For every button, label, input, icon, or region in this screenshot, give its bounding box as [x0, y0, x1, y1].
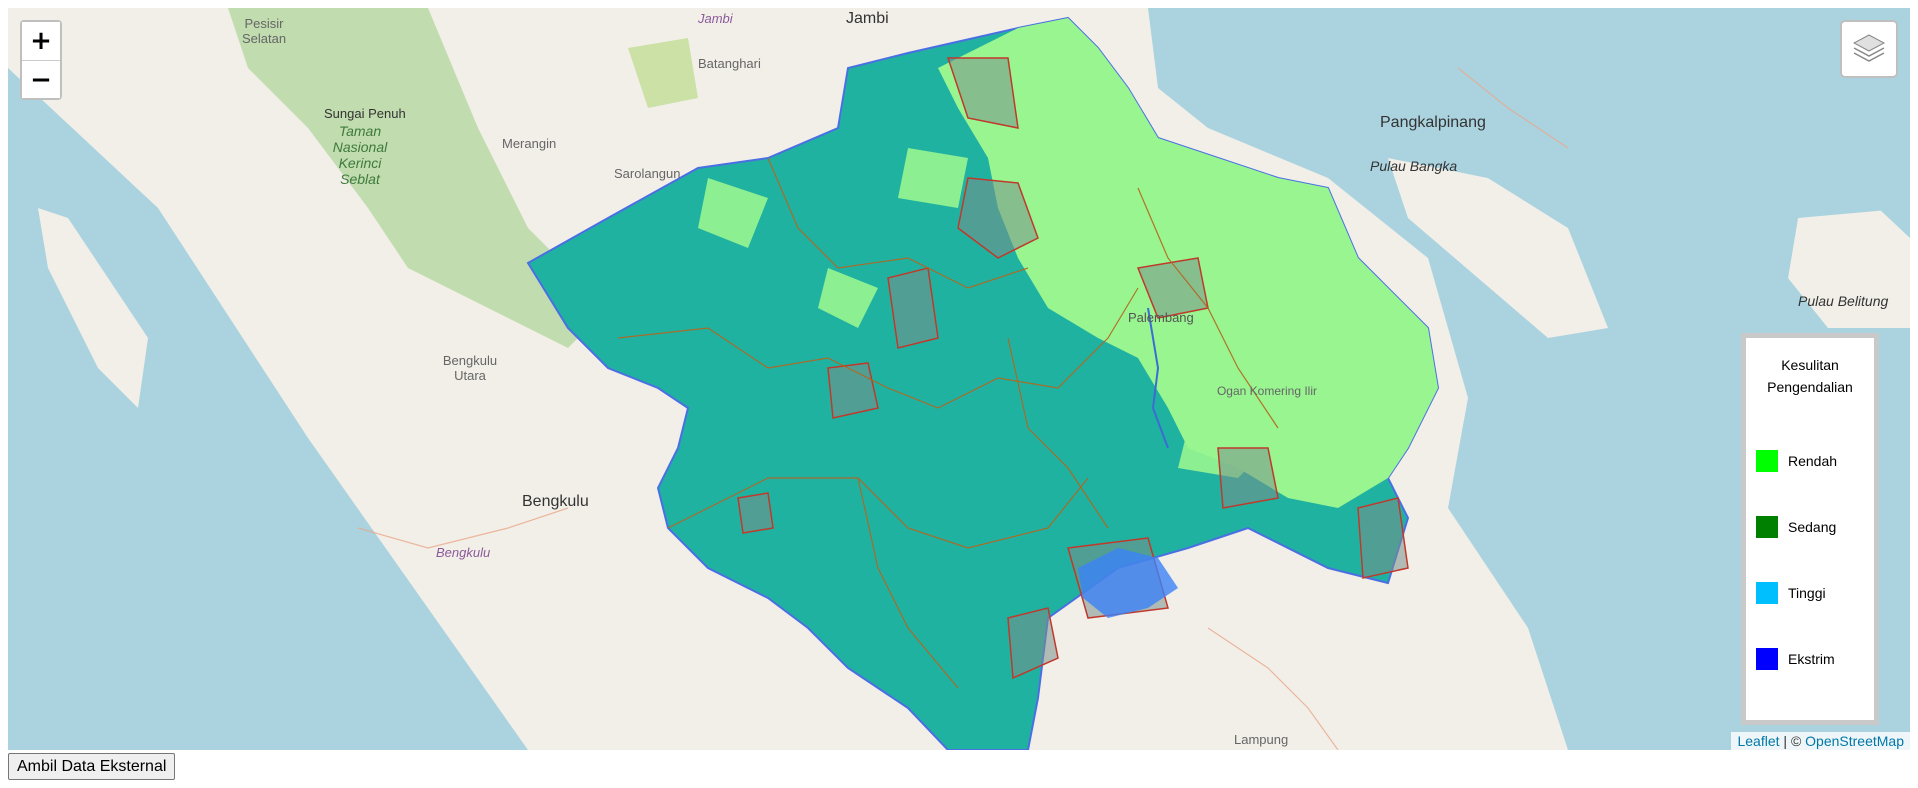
zoom-out-button[interactable]: − — [22, 60, 60, 98]
label-bengkulu-province: Bengkulu — [436, 545, 491, 560]
roads — [357, 67, 1569, 750]
legend-item-tinggi: Tinggi — [1756, 582, 1826, 604]
label-jambi-city: Jambi — [846, 10, 889, 27]
belitung-island — [1788, 208, 1910, 328]
sea-west — [8, 68, 528, 750]
label-pesisir-selatan: Pesisir Selatan — [241, 16, 287, 46]
bangka-island — [1388, 158, 1608, 338]
legend-label-rendah: Rendah — [1788, 453, 1838, 469]
label-batanghari: Batanghari — [698, 56, 761, 71]
label-bengkulu-city: Bengkulu — [522, 493, 589, 510]
label-ogan-komering: Ogan Komering Ilir — [1216, 384, 1318, 398]
map-tiles — [8, 8, 1910, 750]
label-sarolangun: Sarolangun — [614, 166, 681, 181]
leaflet-link[interactable]: Leaflet — [1737, 733, 1780, 749]
legend-panel: Kesulitan Pengendalian Rendah Sedang Tin… — [1741, 333, 1879, 725]
legend-swatch-tinggi — [1756, 582, 1778, 604]
label-bengkulu-utara: Bengkulu Utara — [442, 353, 498, 383]
label-jambi-province: Jambi — [698, 11, 733, 26]
legend-title: Kesulitan Pengendalian — [1767, 357, 1853, 395]
layers-icon — [1852, 34, 1886, 62]
legend-swatch-ekstrim — [1756, 648, 1778, 670]
regency-boundaries — [617, 157, 1279, 689]
legend-item-ekstrim: Ekstrim — [1756, 648, 1835, 670]
label-palembang: Palembang — [1128, 310, 1194, 325]
label-taman-nasional: Taman Nasional Kerinci Seblat — [332, 123, 388, 187]
river — [1147, 307, 1169, 449]
national-park-area — [228, 8, 608, 348]
map-attribution: Leaflet | © OpenStreetMap — [1731, 732, 1910, 750]
legend-label-tinggi: Tinggi — [1788, 585, 1826, 601]
label-merangin: Merangin — [502, 136, 557, 151]
legend-swatch-sedang — [1756, 516, 1778, 538]
forest-patch — [628, 38, 698, 108]
legend-item-rendah: Rendah — [1756, 450, 1837, 472]
label-pulau-bangka: Pulau Bangka — [1370, 158, 1458, 174]
openstreetmap-link[interactable]: OpenStreetMap — [1805, 733, 1904, 749]
legend-swatch-rendah — [1756, 450, 1778, 472]
zoom-control: + − — [20, 20, 62, 100]
legend-label-sedang: Sedang — [1788, 519, 1837, 535]
legend-label-ekstrim: Ekstrim — [1788, 651, 1835, 667]
layers-button[interactable] — [1840, 20, 1898, 78]
sea-east — [1148, 8, 1910, 338]
small-island — [38, 208, 148, 408]
label-lampung: Lampung — [1234, 732, 1289, 747]
low-risk-patches — [698, 148, 1268, 478]
attribution-separator: | © — [1779, 733, 1806, 749]
map-view[interactable]: Jambi Jambi Pesisir Selatan Sungai Penuh… — [8, 8, 1910, 750]
extreme-cluster — [1078, 548, 1178, 618]
label-sungai-penuh: Sungai Penuh — [324, 106, 406, 121]
zoom-in-button[interactable]: + — [22, 22, 60, 60]
label-pulau-belitung: Pulau Belitung — [1798, 293, 1889, 309]
fetch-external-data-button[interactable]: Ambil Data Eksternal — [8, 753, 176, 780]
label-pangkalpinang: Pangkalpinang — [1380, 114, 1486, 131]
legend-item-sedang: Sedang — [1756, 516, 1836, 538]
